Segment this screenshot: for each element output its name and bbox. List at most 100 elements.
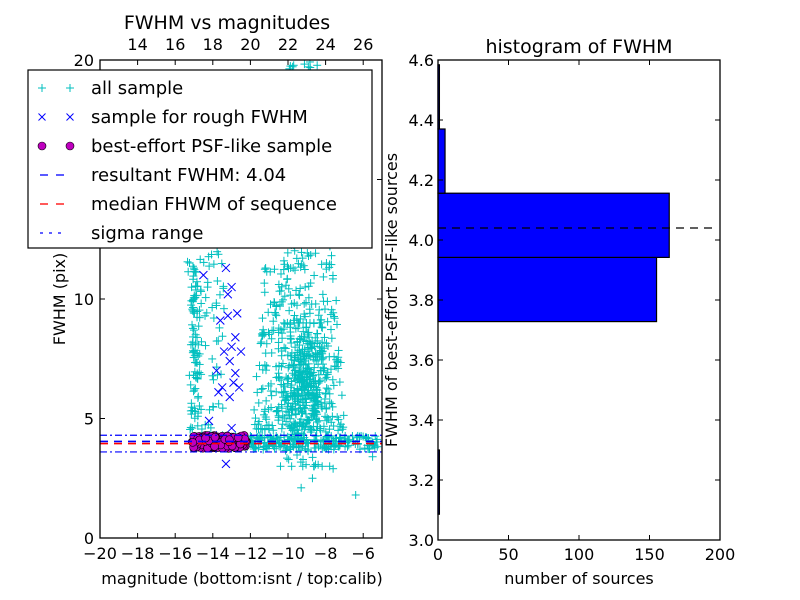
all-sample-point bbox=[332, 296, 341, 305]
all-sample-point bbox=[208, 371, 217, 380]
all-sample-point bbox=[320, 305, 329, 314]
all-sample-point bbox=[275, 287, 284, 296]
x-tick-label: 200 bbox=[705, 545, 736, 564]
all-sample-point bbox=[283, 275, 292, 284]
all-sample-point bbox=[284, 393, 293, 402]
all-sample-point bbox=[306, 279, 315, 288]
x-tick-label: 150 bbox=[634, 545, 665, 564]
all-sample-point bbox=[320, 364, 329, 373]
all-sample-point bbox=[282, 407, 291, 416]
all-sample-point bbox=[279, 265, 288, 274]
all-sample-point bbox=[197, 370, 206, 379]
all-sample-point bbox=[290, 394, 299, 403]
all-sample-point bbox=[286, 328, 295, 337]
scatter-x-label: magnitude (bottom:isnt / top:calib) bbox=[101, 569, 382, 588]
all-sample-point bbox=[329, 445, 338, 454]
rough-fwhm-point bbox=[231, 332, 240, 342]
rough-fwhm-point bbox=[234, 383, 244, 392]
all-sample-point bbox=[191, 346, 200, 355]
all-sample-point bbox=[218, 332, 227, 341]
all-sample-point bbox=[357, 431, 366, 440]
all-sample-point bbox=[300, 265, 309, 274]
all-sample-point bbox=[268, 435, 277, 444]
all-sample-point bbox=[261, 349, 270, 358]
all-sample-point bbox=[275, 374, 284, 383]
rough-fwhm-point bbox=[221, 263, 231, 273]
rough-fwhm-point bbox=[225, 392, 235, 402]
all-sample-point bbox=[319, 366, 328, 375]
all-sample-point bbox=[272, 407, 281, 416]
all-sample-point bbox=[300, 310, 309, 319]
all-sample-point bbox=[310, 462, 319, 471]
all-sample-point bbox=[191, 267, 200, 276]
all-sample-point bbox=[193, 393, 202, 402]
reference-lines bbox=[100, 434, 382, 453]
all-sample-point bbox=[277, 424, 286, 433]
all-sample-point bbox=[280, 320, 289, 329]
all-sample-point bbox=[313, 61, 322, 70]
all-sample-point bbox=[287, 349, 296, 358]
all-sample-point bbox=[185, 258, 194, 267]
all-sample-point bbox=[325, 389, 334, 398]
psf-like-point bbox=[188, 438, 197, 447]
all-sample-point bbox=[197, 405, 206, 414]
all-sample-point bbox=[314, 460, 323, 469]
all-sample-point bbox=[284, 374, 293, 383]
rough-fwhm-point bbox=[221, 459, 231, 469]
all-sample-point bbox=[284, 455, 293, 464]
all-sample-point bbox=[335, 378, 344, 387]
all-sample-point bbox=[195, 402, 204, 411]
all-sample-point bbox=[282, 454, 291, 463]
all-sample-point bbox=[292, 443, 301, 452]
rough-fwhm-point bbox=[204, 416, 214, 426]
all-sample-point bbox=[276, 462, 285, 471]
all-sample-point bbox=[215, 323, 224, 332]
top-tick-label: 24 bbox=[315, 35, 335, 54]
all-sample-point bbox=[369, 441, 378, 450]
all-sample-point bbox=[259, 442, 268, 451]
all-sample-point bbox=[255, 431, 264, 440]
all-sample-point bbox=[298, 462, 307, 471]
all-sample-point bbox=[337, 391, 346, 400]
all-sample-point bbox=[274, 328, 283, 337]
all-sample-point bbox=[277, 269, 286, 278]
all-sample-point bbox=[205, 262, 214, 271]
all-sample-point bbox=[253, 388, 262, 397]
all-sample-point bbox=[319, 297, 328, 306]
rough-fwhm-point bbox=[225, 356, 235, 366]
all-sample-point bbox=[300, 60, 309, 69]
all-sample-point bbox=[267, 334, 276, 343]
all-sample-point bbox=[266, 387, 275, 396]
rough-fwhm-point bbox=[217, 383, 227, 392]
all-sample-point bbox=[320, 333, 329, 342]
all-sample-point bbox=[323, 317, 332, 326]
all-sample-point bbox=[217, 370, 226, 379]
all-sample-point bbox=[297, 248, 306, 257]
rough-fwhm-point bbox=[199, 270, 208, 280]
all-sample-point bbox=[187, 410, 196, 419]
all-sample-point bbox=[289, 362, 298, 371]
top-tick-label: 14 bbox=[127, 35, 147, 54]
histogram-ticks: 0 50 100 150 200 3.0 3.2 3.4 3.6 3.8 4.0 4.2 4.4 4.6 bbox=[409, 51, 736, 564]
all-sample-point bbox=[190, 386, 199, 395]
all-sample-point bbox=[284, 284, 293, 293]
all-sample-point bbox=[191, 339, 200, 348]
all-sample-point bbox=[328, 271, 337, 280]
all-sample-point bbox=[286, 414, 295, 423]
all-sample-point bbox=[209, 314, 218, 323]
all-sample-point bbox=[275, 361, 284, 370]
all-sample-point bbox=[289, 61, 298, 70]
rough-fwhm-point bbox=[223, 311, 233, 321]
all-sample-point bbox=[312, 392, 321, 401]
all-sample-point bbox=[195, 313, 204, 322]
all-sample-point bbox=[330, 314, 339, 323]
all-sample-point bbox=[309, 402, 318, 411]
all-sample-point bbox=[302, 460, 311, 469]
all-sample-point bbox=[297, 429, 306, 438]
all-sample-point bbox=[325, 260, 334, 269]
all-sample-point bbox=[283, 248, 292, 257]
y-tick-label: 0 bbox=[84, 529, 94, 548]
all-sample-point bbox=[268, 326, 277, 335]
all-sample-point bbox=[306, 339, 315, 348]
all-sample-point bbox=[303, 330, 312, 339]
